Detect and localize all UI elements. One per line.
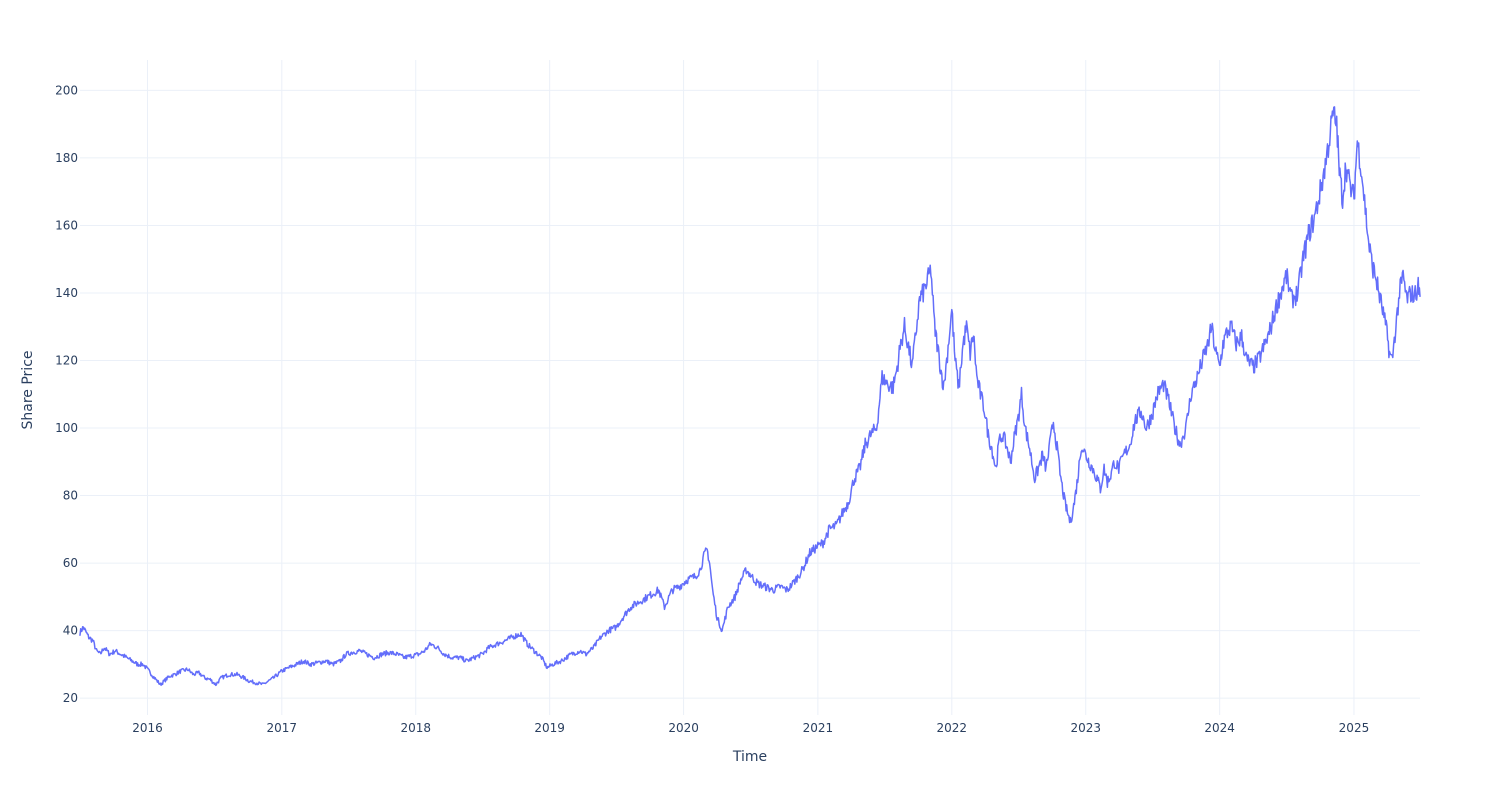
x-tick-label: 2021 [803, 721, 834, 735]
y-tick-label: 180 [55, 151, 78, 165]
x-axis-ticks: 2016 2017 2018 2019 2020 2021 2022 2023 2024 2025 [132, 721, 1369, 735]
x-axis-title: Time [732, 749, 767, 765]
y-tick-label: 140 [55, 286, 78, 300]
y-tick-label: 60 [63, 556, 78, 570]
y-axis-title: Share Price [20, 350, 36, 429]
gridlines [80, 60, 1420, 715]
x-tick-label: 2022 [937, 721, 968, 735]
y-tick-label: 120 [55, 353, 78, 367]
share-price-series-line [79, 106, 1421, 687]
x-tick-label: 2025 [1339, 721, 1370, 735]
y-tick-label: 40 [63, 624, 78, 638]
x-tick-label: 2016 [132, 721, 163, 735]
x-tick-label: 2019 [534, 721, 565, 735]
y-tick-label: 20 [63, 691, 78, 705]
x-tick-label: 2018 [400, 721, 431, 735]
y-tick-label: 200 [55, 83, 78, 97]
y-tick-label: 160 [55, 218, 78, 232]
x-tick-label: 2024 [1204, 721, 1235, 735]
y-tick-label: 100 [55, 421, 78, 435]
x-tick-label: 2017 [267, 721, 298, 735]
y-tick-label: 80 [63, 489, 78, 503]
x-tick-label: 2020 [668, 721, 699, 735]
y-axis-ticks: 20 40 60 80 100 120 140 160 180 200 [55, 83, 78, 705]
x-tick-label: 2023 [1070, 721, 1101, 735]
plot-area [79, 106, 1421, 687]
